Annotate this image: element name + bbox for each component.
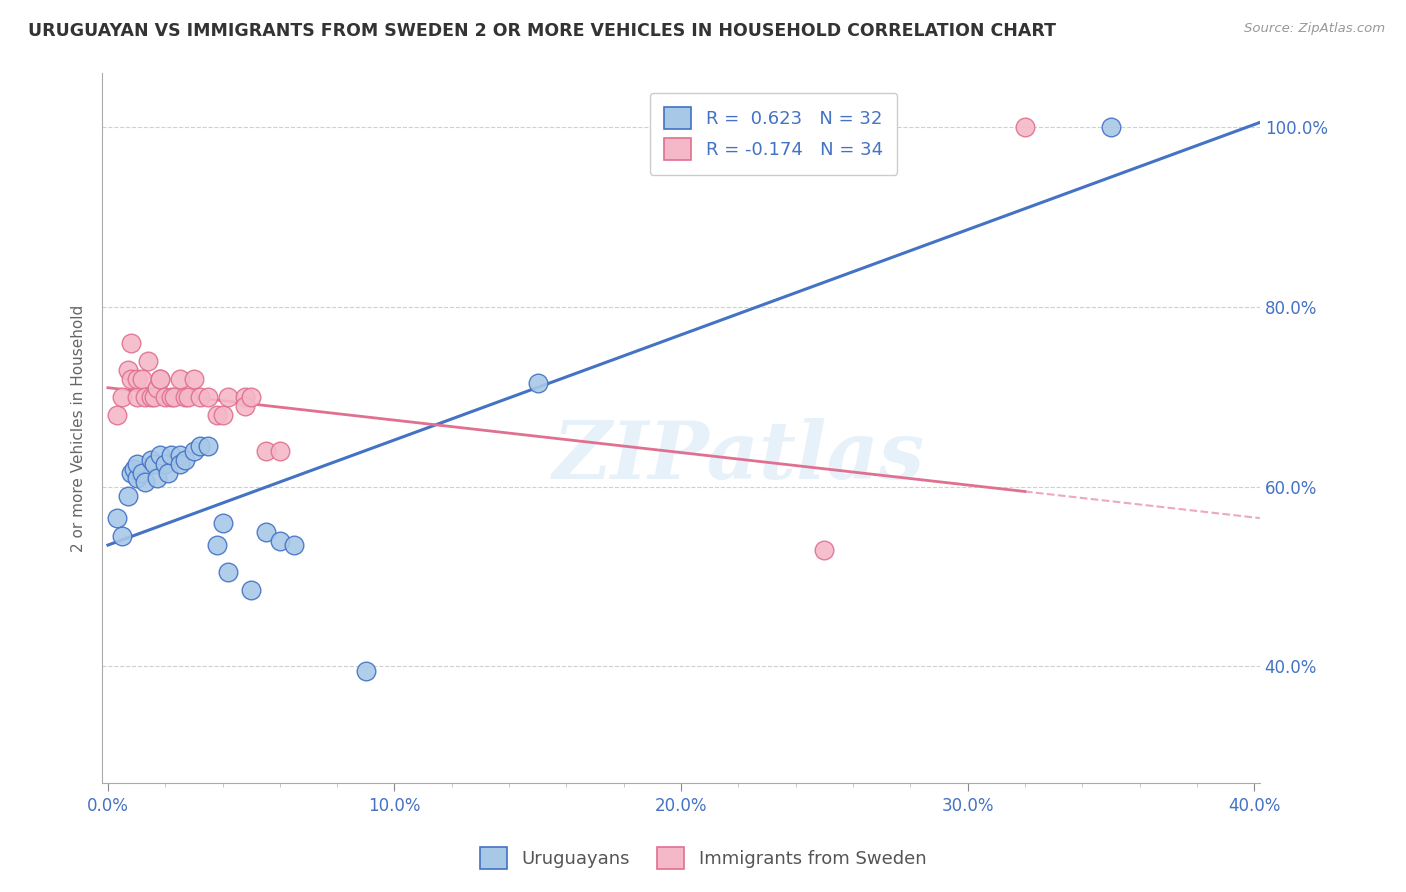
Text: URUGUAYAN VS IMMIGRANTS FROM SWEDEN 2 OR MORE VEHICLES IN HOUSEHOLD CORRELATION : URUGUAYAN VS IMMIGRANTS FROM SWEDEN 2 OR…: [28, 22, 1056, 40]
Point: [526, 376, 548, 391]
Point: [136, 353, 159, 368]
Point: [813, 542, 835, 557]
Point: [134, 475, 156, 490]
Point: [188, 439, 211, 453]
Point: [120, 335, 142, 350]
Point: [105, 511, 128, 525]
Point: [174, 452, 197, 467]
Point: [240, 582, 263, 597]
Y-axis label: 2 or more Vehicles in Household: 2 or more Vehicles in Household: [72, 304, 86, 552]
Point: [235, 390, 257, 404]
Point: [142, 390, 165, 404]
Point: [240, 390, 263, 404]
Point: [269, 533, 291, 548]
Point: [145, 381, 167, 395]
Point: [211, 408, 233, 422]
Point: [217, 390, 239, 404]
Point: [205, 408, 228, 422]
Point: [169, 372, 191, 386]
Point: [155, 390, 177, 404]
Point: [120, 372, 142, 386]
Point: [111, 529, 134, 543]
Point: [120, 466, 142, 480]
Point: [160, 448, 183, 462]
Point: [174, 390, 197, 404]
Text: Source: ZipAtlas.com: Source: ZipAtlas.com: [1244, 22, 1385, 36]
Point: [177, 390, 200, 404]
Point: [139, 452, 162, 467]
Point: [125, 457, 148, 471]
Point: [117, 362, 139, 376]
Point: [183, 443, 205, 458]
Point: [131, 466, 153, 480]
Point: [197, 390, 219, 404]
Point: [111, 390, 134, 404]
Point: [142, 457, 165, 471]
Point: [125, 390, 148, 404]
Point: [254, 524, 277, 539]
Legend: R =  0.623   N = 32, R = -0.174   N = 34: R = 0.623 N = 32, R = -0.174 N = 34: [650, 93, 897, 175]
Point: [217, 565, 239, 579]
Point: [155, 457, 177, 471]
Text: ZIPatlas: ZIPatlas: [553, 417, 925, 495]
Point: [254, 443, 277, 458]
Point: [145, 470, 167, 484]
Point: [1014, 120, 1036, 134]
Point: [283, 538, 305, 552]
Point: [160, 390, 183, 404]
Legend: Uruguayans, Immigrants from Sweden: Uruguayans, Immigrants from Sweden: [471, 838, 935, 879]
Point: [269, 443, 291, 458]
Point: [163, 390, 186, 404]
Point: [148, 372, 170, 386]
Point: [105, 408, 128, 422]
Point: [148, 448, 170, 462]
Point: [211, 516, 233, 530]
Point: [125, 470, 148, 484]
Point: [131, 372, 153, 386]
Point: [157, 466, 180, 480]
Point: [134, 390, 156, 404]
Point: [183, 372, 205, 386]
Point: [354, 664, 377, 678]
Point: [139, 390, 162, 404]
Point: [188, 390, 211, 404]
Point: [205, 538, 228, 552]
Point: [125, 372, 148, 386]
Point: [122, 461, 145, 475]
Point: [117, 489, 139, 503]
Point: [197, 439, 219, 453]
Point: [148, 372, 170, 386]
Point: [169, 448, 191, 462]
Point: [235, 399, 257, 413]
Point: [1099, 120, 1122, 134]
Point: [169, 457, 191, 471]
